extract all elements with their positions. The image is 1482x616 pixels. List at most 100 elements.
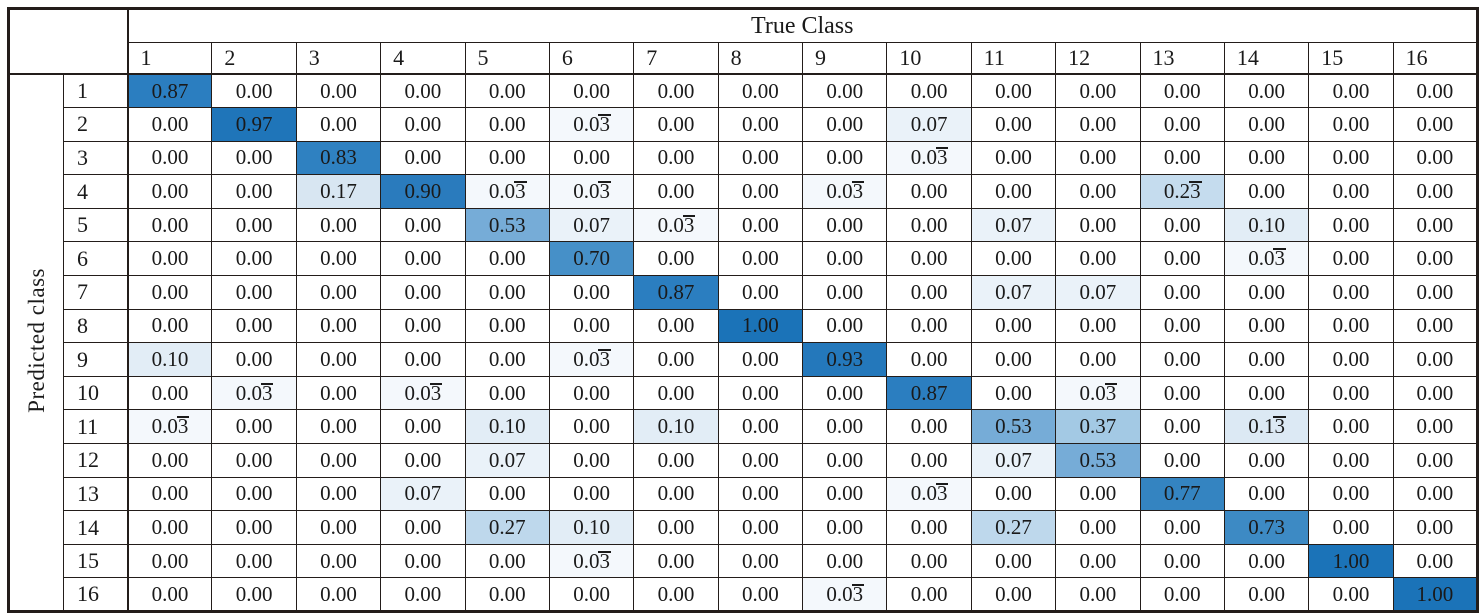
matrix-cell: 0.00 bbox=[1055, 510, 1141, 545]
matrix-cell: 0.00 bbox=[633, 577, 719, 612]
matrix-cell: 0.00 bbox=[717, 409, 804, 445]
matrix-cell: 0.00 bbox=[464, 543, 550, 579]
matrix-cell: 0.00 bbox=[886, 241, 972, 277]
matrix-row: 15 0.00 0.00 0.00 0.00 0.00 0.03 0.00 0.00 0.00 0.… bbox=[9, 543, 1479, 579]
matrix-cell: 0.00 bbox=[1139, 207, 1225, 243]
matrix-cell: 0.00 bbox=[1392, 443, 1479, 478]
matrix-cell: 0.00 bbox=[886, 308, 972, 344]
row-header: 12 bbox=[63, 443, 129, 478]
matrix-cell: 0.00 bbox=[464, 342, 550, 377]
matrix-cell: 0.00 bbox=[126, 308, 213, 344]
matrix-cell: 0.00 bbox=[1308, 107, 1394, 142]
matrix-cell: 0.03 bbox=[886, 140, 972, 176]
matrix-cell: 0.00 bbox=[886, 207, 972, 243]
matrix-cell: 0.00 bbox=[633, 107, 719, 142]
row-header: 7 bbox=[63, 275, 129, 310]
matrix-cell: 0.00 bbox=[295, 241, 382, 277]
matrix-cell: 0.03 bbox=[548, 174, 635, 209]
matrix-cell: 0.00 bbox=[380, 510, 466, 545]
matrix-cell: 0.00 bbox=[126, 476, 213, 512]
matrix-cell: 0.00 bbox=[1139, 375, 1225, 411]
matrix-cell: 0.00 bbox=[126, 443, 213, 478]
matrix-cell: 0.00 bbox=[1055, 107, 1141, 142]
matrix-cell: 0.00 bbox=[801, 510, 888, 545]
matrix-cell: 0.00 bbox=[886, 409, 972, 445]
true-class-header: True Class bbox=[127, 8, 1478, 43]
matrix-row: 6 0.00 0.00 0.00 0.00 0.00 0.70 0.00 0.00 0.00 0.0… bbox=[9, 241, 1479, 277]
matrix-cell: 0.00 bbox=[1139, 577, 1225, 612]
matrix-cell: 0.00 bbox=[970, 308, 1057, 344]
matrix-cell: 0.00 bbox=[380, 140, 466, 176]
matrix-cell: 0.00 bbox=[1223, 308, 1310, 344]
matrix-cell: 0.00 bbox=[717, 342, 804, 377]
matrix-cell: 0.00 bbox=[380, 543, 466, 579]
matrix-cell: 0.00 bbox=[1308, 409, 1394, 445]
matrix-cell: 0.00 bbox=[886, 577, 972, 612]
matrix-cell: 0.07 bbox=[886, 107, 972, 142]
matrix-cell: 0.00 bbox=[970, 107, 1057, 142]
matrix-cell: 0.00 bbox=[380, 241, 466, 277]
matrix-cell: 0.00 bbox=[970, 543, 1057, 579]
repeating-decimal-digit: 3 bbox=[429, 380, 442, 405]
matrix-cell: 0.00 bbox=[1223, 375, 1310, 411]
repeating-decimal-digit: 3 bbox=[1104, 380, 1117, 405]
matrix-cell: 0.00 bbox=[126, 174, 213, 209]
matrix-cell: 0.00 bbox=[1139, 140, 1225, 176]
column-header: 5 bbox=[464, 42, 550, 75]
matrix-cell: 0.03 bbox=[211, 375, 297, 411]
matrix-cell: 0.00 bbox=[1308, 308, 1394, 344]
matrix-cell: 0.00 bbox=[380, 207, 466, 243]
column-header: 14 bbox=[1223, 42, 1310, 75]
corner-cell bbox=[8, 8, 129, 75]
repeating-decimal-digit: 3 bbox=[514, 179, 527, 204]
row-header: 10 bbox=[63, 375, 129, 411]
matrix-cell: 0.00 bbox=[380, 342, 466, 377]
matrix-cell: 0.00 bbox=[801, 308, 888, 344]
matrix-cell: 0.00 bbox=[295, 207, 382, 243]
matrix-cell: 0.00 bbox=[801, 543, 888, 579]
matrix-cell: 0.00 bbox=[1392, 174, 1479, 209]
matrix-cell: 0.00 bbox=[717, 174, 804, 209]
matrix-cell: 0.97 bbox=[211, 107, 297, 142]
matrix-row: 14 0.00 0.00 0.00 0.00 0.27 0.10 0.00 0.00 0.00 0.… bbox=[9, 510, 1479, 545]
matrix-cell: 0.00 bbox=[801, 107, 888, 142]
matrix-cell: 0.00 bbox=[211, 174, 297, 209]
matrix-cell: 1.00 bbox=[717, 308, 804, 344]
matrix-cell: 0.00 bbox=[1308, 174, 1394, 209]
matrix-cell: 0.00 bbox=[801, 476, 888, 512]
matrix-cell: 0.00 bbox=[548, 73, 635, 109]
matrix-cell: 0.00 bbox=[1139, 107, 1225, 142]
matrix-cell: 0.53 bbox=[970, 409, 1057, 445]
matrix-cell: 0.00 bbox=[211, 510, 297, 545]
matrix-cell: 0.00 bbox=[717, 510, 804, 545]
matrix-cell: 0.00 bbox=[295, 73, 382, 109]
row-header: 9 bbox=[63, 342, 129, 377]
matrix-cell: 0.07 bbox=[548, 207, 635, 243]
matrix-cell: 0.00 bbox=[801, 241, 888, 277]
matrix-cell: 0.10 bbox=[548, 510, 635, 545]
matrix-cell: 0.00 bbox=[464, 577, 550, 612]
matrix-cell: 0.53 bbox=[1055, 443, 1141, 478]
matrix-cell: 0.03 bbox=[126, 409, 213, 445]
row-header: 15 bbox=[63, 543, 129, 579]
matrix-cell: 0.00 bbox=[211, 207, 297, 243]
matrix-cell: 0.00 bbox=[886, 342, 972, 377]
matrix-cell: 0.73 bbox=[1223, 510, 1310, 545]
column-header: 16 bbox=[1392, 42, 1479, 75]
matrix-cell: 0.00 bbox=[1392, 275, 1479, 310]
matrix-cell: 0.00 bbox=[295, 510, 382, 545]
matrix-cell: 0.00 bbox=[295, 107, 382, 142]
matrix-row: 4 0.00 0.00 0.17 0.90 0.03 0.03 0.00 0.00 0.03 0.0… bbox=[9, 174, 1479, 209]
matrix-cell: 0.00 bbox=[211, 308, 297, 344]
matrix-cell: 0.00 bbox=[548, 476, 635, 512]
repeating-decimal-digit: 3 bbox=[851, 179, 864, 204]
matrix-cell: 0.07 bbox=[970, 207, 1057, 243]
matrix-cell: 0.00 bbox=[1392, 543, 1479, 579]
column-header: 9 bbox=[801, 42, 888, 75]
matrix-cell: 0.87 bbox=[886, 375, 972, 411]
matrix-cell: 0.00 bbox=[1308, 207, 1394, 243]
matrix-cell: 0.10 bbox=[1223, 207, 1310, 243]
matrix-cell: 0.00 bbox=[126, 140, 213, 176]
matrix-cell: 0.00 bbox=[970, 140, 1057, 176]
matrix-cell: 0.00 bbox=[211, 140, 297, 176]
